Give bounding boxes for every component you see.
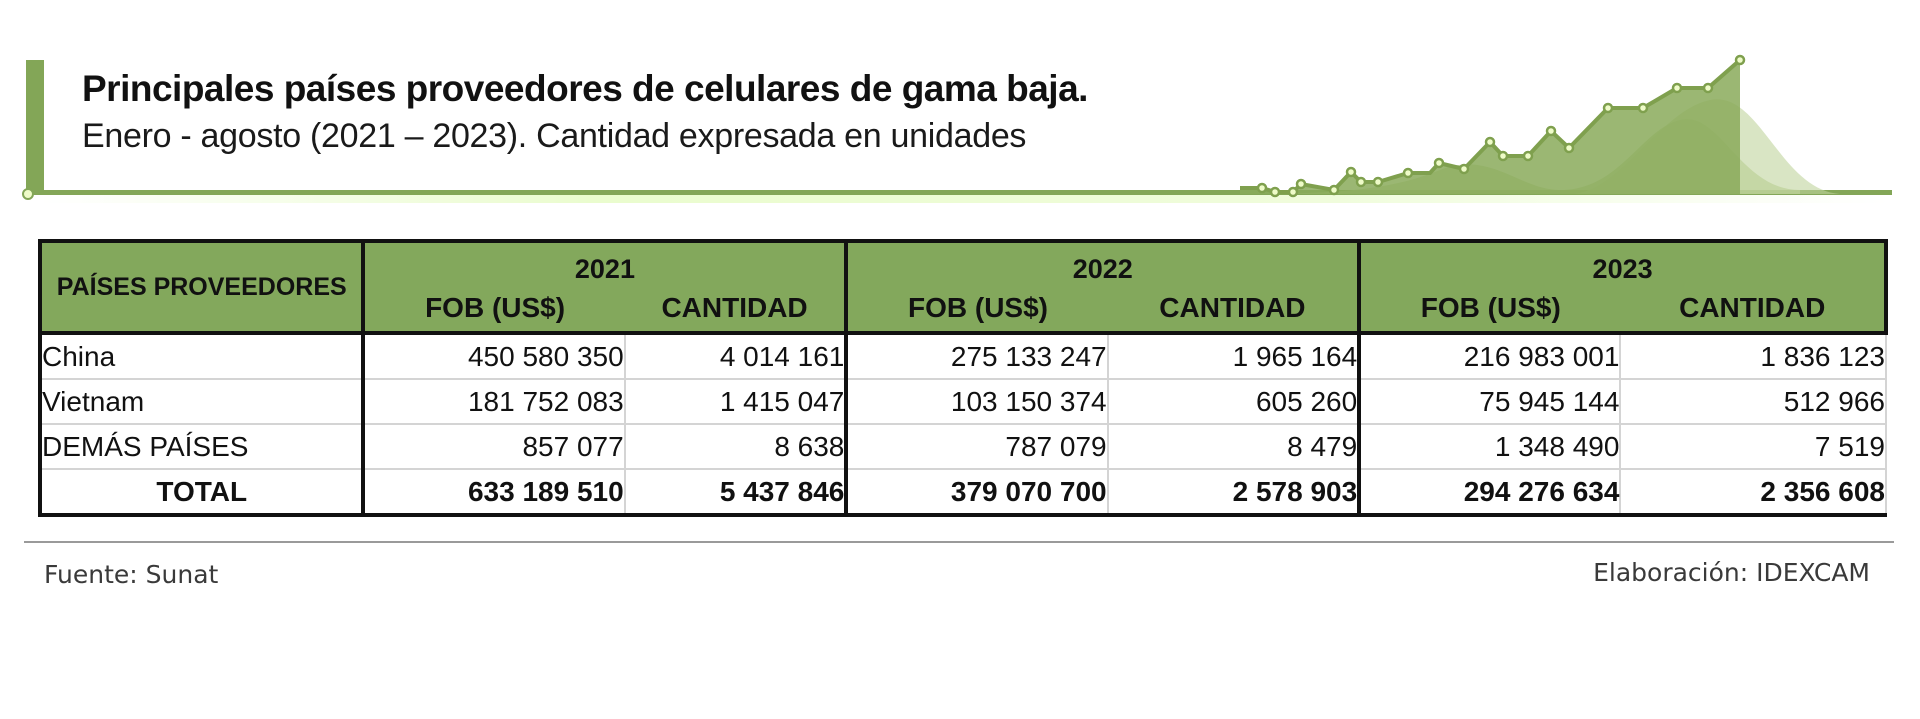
country-name: DEMÁS PAÍSES xyxy=(37,424,366,470)
deco-dot xyxy=(1734,54,1746,66)
qty-header-2021: CANTIDAD xyxy=(624,285,849,335)
header-underline xyxy=(26,190,1892,195)
header-glow xyxy=(40,195,1890,203)
source-note: Fuente: Sunat xyxy=(44,560,219,589)
fob-2023: 75 945 144 xyxy=(1359,379,1622,425)
country-column-header: PAÍSES PROVEEDORES xyxy=(37,239,366,335)
header-dot xyxy=(22,188,34,200)
rising-line-chart-icon xyxy=(1240,54,1840,198)
total-qty-2022: 2 578 903 xyxy=(1107,469,1362,517)
total-qty-2021: 5 437 846 xyxy=(624,469,849,517)
deco-dot xyxy=(1345,166,1357,178)
header-accent-bar xyxy=(26,60,44,195)
credit-note: Elaboración: IDEXCAM xyxy=(1593,558,1870,587)
deco-dot xyxy=(1545,125,1557,137)
fob-2021: 857 077 xyxy=(363,424,626,470)
deco-dot xyxy=(1563,142,1575,154)
year-header-2022: 2022 xyxy=(846,239,1362,285)
deco-dot xyxy=(1484,136,1496,148)
total-fob-2023: 294 276 634 xyxy=(1359,469,1622,517)
qty-2021: 1 415 047 xyxy=(624,379,849,425)
qty-2022: 8 479 xyxy=(1107,424,1362,470)
deco-dot xyxy=(1372,176,1384,188)
year-header-2023: 2023 xyxy=(1359,239,1888,285)
total-qty-2023: 2 356 608 xyxy=(1620,469,1887,517)
fob-2022: 275 133 247 xyxy=(846,333,1109,380)
qty-header-2023: CANTIDAD xyxy=(1620,285,1888,335)
qty-2023: 7 519 xyxy=(1620,424,1887,470)
deco-dot xyxy=(1671,82,1683,94)
qty-2021: 8 638 xyxy=(624,424,849,470)
page-title: Principales países proveedores de celula… xyxy=(82,68,1088,109)
fob-header-2023: FOB (US$) xyxy=(1359,285,1621,335)
total-label: TOTAL xyxy=(37,469,366,517)
fob-2022: 787 079 xyxy=(846,424,1109,470)
country-name: Vietnam xyxy=(37,379,366,425)
fob-2023: 216 983 001 xyxy=(1359,333,1622,380)
fob-2021: 181 752 083 xyxy=(363,379,626,425)
qty-2023: 512 966 xyxy=(1620,379,1887,425)
page-subtitle: Enero - agosto (2021 – 2023). Cantidad e… xyxy=(82,117,1027,155)
deco-dot xyxy=(1522,150,1534,162)
table-header-measures: FOB (US$) CANTIDAD FOB (US$) CANTIDAD FO… xyxy=(40,285,1888,335)
fob-2023: 1 348 490 xyxy=(1359,424,1622,470)
fob-header-2022: FOB (US$) xyxy=(846,285,1108,335)
deco-dot xyxy=(1602,102,1614,114)
country-name: China xyxy=(37,333,366,380)
deco-area xyxy=(1240,60,1740,194)
deco-dot xyxy=(1355,176,1367,188)
deco-dot xyxy=(1497,150,1509,162)
footer-divider xyxy=(24,541,1894,543)
year-header-2021: 2021 xyxy=(363,239,849,285)
qty-2022: 605 260 xyxy=(1107,379,1362,425)
qty-2023: 1 836 123 xyxy=(1620,333,1887,380)
suppliers-table: PAÍSES PROVEEDORES 2021 2022 2023 FOB (U… xyxy=(37,239,1888,517)
total-fob-2021: 633 189 510 xyxy=(363,469,626,517)
table-row-demas-paises: DEMÁS PAÍSES 857 077 8 638 787 079 8 479… xyxy=(37,424,1887,470)
qty-header-2022: CANTIDAD xyxy=(1107,285,1362,335)
deco-dot xyxy=(1256,182,1268,194)
table-row-vietnam: Vietnam 181 752 083 1 415 047 103 150 37… xyxy=(37,379,1887,425)
table-header-years: PAÍSES PROVEEDORES 2021 2022 2023 xyxy=(37,239,1888,335)
deco-dot xyxy=(1295,178,1307,190)
deco-dot xyxy=(1269,186,1281,198)
fob-2022: 103 150 374 xyxy=(846,379,1109,425)
deco-dot xyxy=(1458,163,1470,175)
deco-dot xyxy=(1328,184,1340,196)
qty-2021: 4 014 161 xyxy=(624,333,849,380)
deco-dot xyxy=(1287,186,1299,198)
total-fob-2022: 379 070 700 xyxy=(846,469,1109,517)
fob-2021: 450 580 350 xyxy=(363,333,626,380)
table-row-total: TOTAL 633 189 510 5 437 846 379 070 700 … xyxy=(37,469,1887,517)
qty-2022: 1 965 164 xyxy=(1107,333,1362,380)
deco-dot xyxy=(1433,157,1445,169)
fob-header-2021: FOB (US$) xyxy=(363,285,625,335)
table-row-china: China 450 580 350 4 014 161 275 133 247 … xyxy=(37,333,1887,380)
deco-dot xyxy=(1637,102,1649,114)
deco-dot xyxy=(1702,82,1714,94)
deco-dot xyxy=(1402,167,1414,179)
